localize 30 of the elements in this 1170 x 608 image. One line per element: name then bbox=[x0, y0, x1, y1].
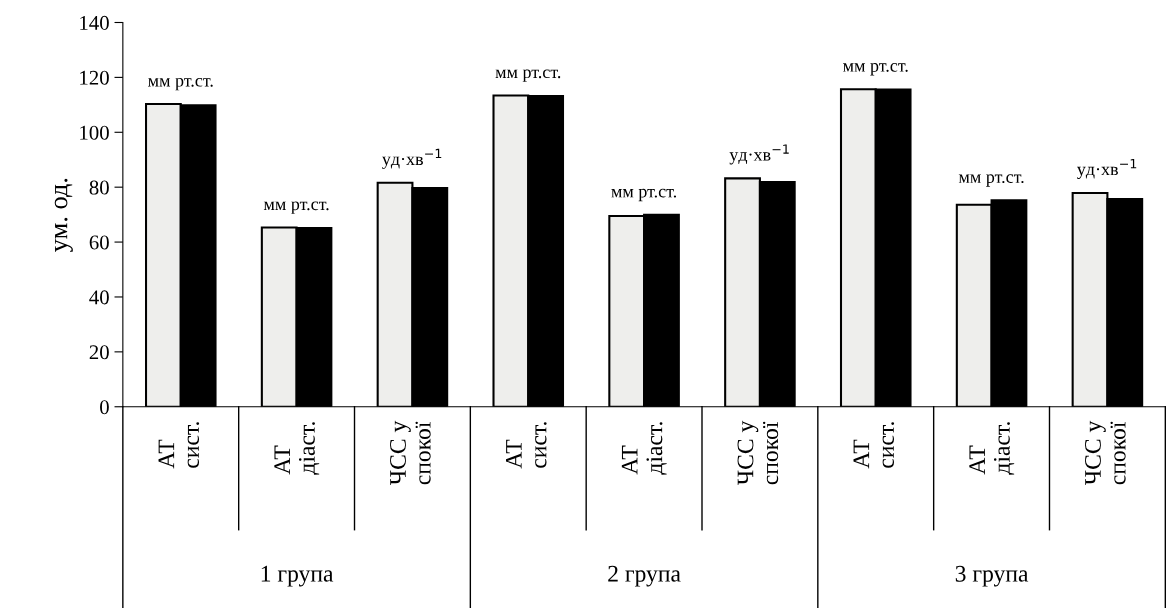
x-tick-label: ЧСС у спокої bbox=[390, 420, 431, 485]
text: 2 група bbox=[608, 565, 681, 587]
annotation: мм рт.ст. bbox=[958, 174, 1024, 187]
annotation: мм рт.ст. bbox=[495, 69, 561, 82]
x-tick-label: АТ діаст. bbox=[274, 422, 320, 475]
y-tick-label: 60 bbox=[89, 235, 109, 250]
y-tick-label: 0 bbox=[100, 400, 109, 415]
y-tick-label: 140 bbox=[80, 15, 109, 30]
y-axis-title: ум. од. bbox=[54, 178, 73, 252]
x-tick-label: АТ діаст. bbox=[969, 422, 1015, 475]
annotation: мм рт.ст. bbox=[263, 201, 329, 214]
x-tick-label: АТ сист. bbox=[158, 422, 200, 469]
y-tick-label: 120 bbox=[80, 70, 109, 85]
text: 1 група bbox=[261, 565, 334, 587]
annotation: мм рт.ст. bbox=[611, 188, 677, 202]
x-tick-label: АТ діаст. bbox=[621, 422, 667, 475]
annotation: мм рт.ст. bbox=[843, 63, 908, 76]
x-tick-label: ЧСС у спокої bbox=[1085, 420, 1126, 485]
y-tick-label: 40 bbox=[89, 290, 109, 305]
x-tick-label: АТ сист. bbox=[506, 422, 547, 469]
y-tick-label: 20 bbox=[89, 345, 109, 360]
x-tick-label: АТ сист. bbox=[853, 422, 895, 469]
annotation: уд·хв$^{−1}$ bbox=[1077, 159, 1137, 180]
x-tick-label: ЧСС у спокої bbox=[737, 420, 779, 485]
y-tick-label: 100 bbox=[80, 125, 109, 140]
text: 3 група bbox=[955, 565, 1029, 587]
annotation: уд·хв$^{−1}$ bbox=[382, 148, 442, 169]
y-tick-label: 80 bbox=[89, 180, 109, 195]
annotation: уд·хв$^{−1}$ bbox=[729, 144, 789, 165]
annotation: мм рт.ст. bbox=[148, 77, 213, 91]
